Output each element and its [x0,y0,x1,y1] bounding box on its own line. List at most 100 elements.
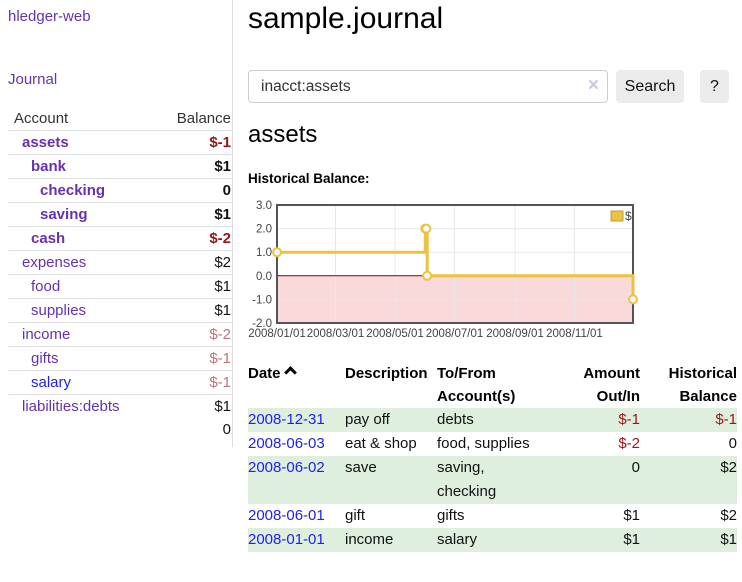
account-link[interactable]: checking [40,182,106,199]
account-balance: $1 [152,202,233,227]
col-header-accounts: To/From Account(s) [437,365,516,405]
transaction-amount: $-2 [618,435,640,452]
transaction-balance: $-1 [640,408,737,432]
account-balance: $1 [152,274,233,299]
account-row: saving $1 [8,202,233,227]
account-link[interactable]: gifts [31,350,59,367]
search-form: × [248,70,608,103]
account-link[interactable]: bank [31,158,67,175]
transaction-balance: $1 [640,528,737,552]
account-row: supplies $1 [8,298,233,323]
y-axis-tick-label: -1.0 [252,294,272,306]
x-axis-tick-label: 2008/01/01 [248,328,306,340]
account-balance: $-2 [152,226,233,251]
account-balance: $1 [152,298,233,323]
account-balance: $1 [152,154,233,179]
col-header-amount: Amount Out/In [583,365,640,405]
chart-data-point [421,223,432,234]
help-button[interactable]: ? [700,70,729,103]
transaction-description: gift [345,507,366,524]
account-balance: $-1 [152,370,233,395]
chart-data-point [628,294,638,305]
col-header-description: Description [345,365,428,382]
register-row: 2008-06-02 save saving, checking 0 $2 [248,456,737,504]
account-row: salary $-1 [8,370,233,395]
sidebar: hledger-web Journal Account Balance asse… [0,0,233,447]
register-row: 2008-01-01 income salary $1 $1 [248,528,737,552]
accounts-total-row: 0 [8,418,233,441]
account-row: checking 0 [8,178,233,203]
x-axis-tick-label: 2008/11/01 [546,328,603,340]
x-axis-tick-label: 2008/07/01 [426,328,484,340]
accounts-header-account: Account [8,107,153,131]
transaction-accounts: saving, checking [437,456,545,504]
transaction-amount: $1 [623,507,640,524]
accounts-table: Account Balance assets $-1 bank $1 checking 0… [8,107,233,441]
accounts-total-value: 0 [222,421,231,438]
account-row: expenses $2 [8,250,233,275]
page-title: sample.journal [248,2,444,35]
clear-search-icon[interactable]: × [587,75,599,96]
account-row: liabilities:debts $1 [8,394,233,418]
account-link[interactable]: cash [31,230,66,247]
register-row: 2008-12-31 pay off debts $-1 $-1 [248,408,737,432]
sidebar-item-journal[interactable]: Journal [8,71,58,88]
account-link[interactable]: assets [22,134,69,151]
account-heading: assets [248,121,318,148]
account-row: food $1 [8,274,233,299]
legend-color-swatch [610,210,624,222]
accounts-header-balance: Balance [152,107,233,131]
sort-asc-icon [283,366,297,379]
y-axis-tick-label: 3.0 [256,200,272,212]
transaction-balance: $2 [640,456,737,504]
x-axis-tick-label: 2008/09/01 [486,328,544,340]
transaction-date-link[interactable]: 2008-01-01 [248,531,325,548]
transaction-accounts: gifts [437,507,465,524]
account-row: cash $-2 [8,226,233,251]
transaction-amount: 0 [545,456,640,504]
y-axis-tick-label: 2.0 [256,224,272,236]
transaction-amount: $-1 [545,408,640,432]
register-row: 2008-06-03 eat & shop food, supplies $-2 0 [248,432,737,456]
transaction-date-link[interactable]: 2008-06-02 [248,459,325,476]
col-header-date[interactable]: Date [248,362,345,408]
transaction-date-link[interactable]: 2008-12-31 [248,411,325,428]
account-row: gifts $-1 [8,346,233,371]
transaction-accounts: debts [437,408,545,432]
transaction-description: income [345,528,437,552]
chart-data-point [272,247,282,258]
account-link[interactable]: income [22,326,71,343]
register-table: Date Description To/From Account(s) Amou… [248,362,737,552]
y-axis-tick-label: -2.0 [252,318,272,330]
legend-label: $ [625,209,632,223]
account-link[interactable]: food [31,278,61,295]
transaction-accounts: salary [437,528,545,552]
account-link[interactable]: saving [40,206,88,223]
transaction-amount: $1 [545,528,640,552]
account-balance: $-1 [152,346,233,371]
x-axis-tick-label: 2008/05/01 [366,328,424,340]
search-input[interactable] [248,70,608,103]
account-row: income $-2 [8,322,233,347]
search-button[interactable]: Search [616,70,684,103]
x-axis-tick-label: 2008/03/01 [307,328,365,340]
transaction-balance: 0 [728,435,737,452]
account-balance: 0 [152,178,233,203]
account-link[interactable]: expenses [22,254,87,271]
register-row: 2008-06-01 gift gifts $1 $2 [248,504,737,528]
account-link[interactable]: supplies [31,302,87,319]
transaction-description: save [345,456,437,504]
historical-balance-chart[interactable]: $3.0 2.0 1.0 0.0 -1.0 -2.0 2008/01/01 2008/03/0… [240,196,660,348]
transaction-date-link[interactable]: 2008-06-01 [248,507,325,524]
account-balance: $1 [152,394,233,418]
transaction-date-link[interactable]: 2008-06-03 [248,435,325,452]
accounts-total-spacer [8,418,152,441]
y-axis-tick-label: 1.0 [256,247,272,259]
account-link[interactable]: salary [31,374,72,391]
col-header-date-label: Date [248,365,281,382]
account-link[interactable]: liabilities:debts [22,398,120,415]
transaction-balance: $2 [720,507,737,524]
brand-link[interactable]: hledger-web [8,8,91,25]
chart-section-label: Historical Balance: [248,171,370,186]
chart-data-point [422,270,433,281]
